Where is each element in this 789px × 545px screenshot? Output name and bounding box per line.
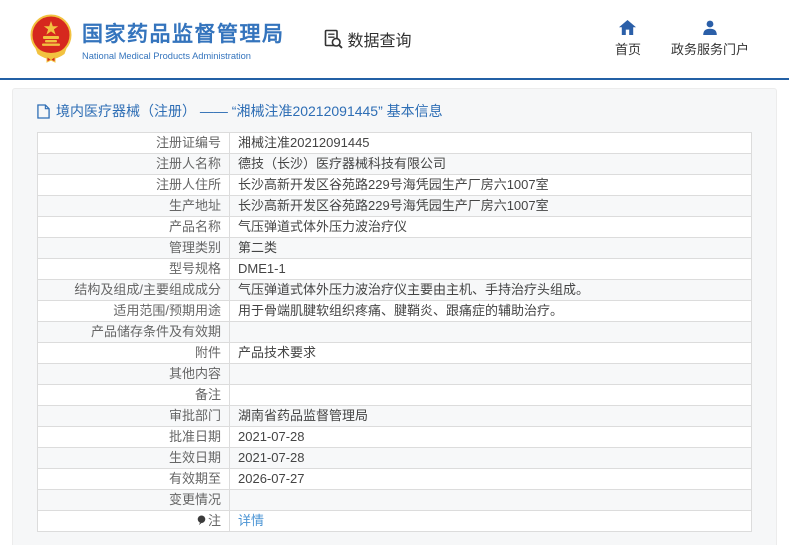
breadcrumb: 境内医疗器械（注册） —— “湘械注准20212091445” 基本信息 <box>37 97 752 132</box>
row-value: 2026-07-27 <box>229 468 752 490</box>
row-label: 其他内容 <box>37 363 230 385</box>
table-row: 生效日期 2021-07-28 <box>37 447 752 469</box>
row-label: 产品名称 <box>37 216 230 238</box>
table-row: 附件 产品技术要求 <box>37 342 752 364</box>
row-value: 2021-07-28 <box>229 426 752 448</box>
table-row: 其他内容 <box>37 363 752 385</box>
nav-home-label: 首页 <box>614 42 641 57</box>
note-balloon-icon <box>197 515 206 526</box>
row-value: 湖南省药品监督管理局 <box>229 405 752 427</box>
detail-link[interactable]: 详情 <box>238 513 265 528</box>
table-row: 生产地址 长沙高新开发区谷苑路229号海凭园生产厂房六1007室 <box>37 195 752 217</box>
info-table-body: 注册证编号 湘械注准20212091445 注册人名称 德技（长沙）医疗器械科技有限公… <box>37 132 752 532</box>
row-value <box>229 489 752 511</box>
site-header: 国家药品监督管理局 National Medical Products Admi… <box>0 0 789 78</box>
row-value: 2021-07-28 <box>229 447 752 469</box>
row-value: 详情 <box>229 510 752 532</box>
row-value: 用于骨端肌腱软组织疼痛、腱鞘炎、跟痛症的辅助治疗。 <box>229 300 752 322</box>
row-value: 第二类 <box>229 237 752 259</box>
row-label: 生效日期 <box>37 447 230 469</box>
table-row: 型号规格 DME1-1 <box>37 258 752 280</box>
table-row: 结构及组成/主要组成成分 气压弹道式体外压力波治疗仪主要由主机、手持治疗头组成。 <box>37 279 752 301</box>
table-row: 备注 <box>37 384 752 406</box>
document-icon <box>37 103 50 119</box>
nav-portal-label: 政务服务门户 <box>670 42 749 57</box>
header-nav: 首页 政务服务门户 <box>615 20 749 58</box>
row-label: 注册人名称 <box>37 153 230 175</box>
site-subtitle: National Medical Products Administration <box>82 50 251 61</box>
nav-data-query[interactable]: 数据查询 <box>323 27 412 51</box>
row-value <box>229 321 752 343</box>
nav-home[interactable]: 首页 <box>615 20 641 58</box>
table-row: 注详情 <box>37 510 752 532</box>
row-label: 备注 <box>37 384 230 406</box>
row-label: 型号规格 <box>37 258 230 280</box>
home-icon <box>619 20 637 35</box>
row-label: 注册证编号 <box>37 132 230 154</box>
info-table: 注册证编号 湘械注准20212091445 注册人名称 德技（长沙）医疗器械科技有限公… <box>37 132 752 532</box>
row-value <box>229 363 752 385</box>
data-query-label: 数据查询 <box>347 33 412 50</box>
row-label: 批准日期 <box>37 426 230 448</box>
nmpa-logo[interactable]: 国家药品监督管理局 National Medical Products Admi… <box>30 14 285 64</box>
row-value: 产品技术要求 <box>229 342 752 364</box>
table-row: 注册人名称 德技（长沙）医疗器械科技有限公司 <box>37 153 752 175</box>
table-row: 适用范围/预期用途 用于骨端肌腱软组织疼痛、腱鞘炎、跟痛症的辅助治疗。 <box>37 300 752 322</box>
table-row: 管理类别 第二类 <box>37 237 752 259</box>
row-label: 管理类别 <box>37 237 230 259</box>
row-label: 注 <box>37 510 230 532</box>
row-label: 生产地址 <box>37 195 230 217</box>
row-label: 变更情况 <box>37 489 230 511</box>
table-row: 批准日期 2021-07-28 <box>37 426 752 448</box>
row-value: 德技（长沙）医疗器械科技有限公司 <box>229 153 752 175</box>
table-row: 产品名称 气压弹道式体外压力波治疗仪 <box>37 216 752 238</box>
site-title: 国家药品监督管理局 <box>82 22 285 46</box>
data-query-icon <box>324 29 343 49</box>
table-row: 变更情况 <box>37 489 752 511</box>
row-value: 湘械注准20212091445 <box>229 132 752 154</box>
nav-portal[interactable]: 政务服务门户 <box>671 20 749 58</box>
row-label: 附件 <box>37 342 230 364</box>
row-label: 结构及组成/主要组成成分 <box>37 279 230 301</box>
table-row: 注册人住所 长沙高新开发区谷苑路229号海凭园生产厂房六1007室 <box>37 174 752 196</box>
header-divider <box>0 78 789 80</box>
row-label: 适用范围/预期用途 <box>37 300 230 322</box>
row-label: 注册人住所 <box>37 174 230 196</box>
row-value: 气压弹道式体外压力波治疗仪 <box>229 216 752 238</box>
table-row: 审批部门 湖南省药品监督管理局 <box>37 405 752 427</box>
table-row: 产品储存条件及有效期 <box>37 321 752 343</box>
breadcrumb-text: 境内医疗器械（注册） —— “湘械注准20212091445” 基本信息 <box>56 103 443 119</box>
row-value: 长沙高新开发区谷苑路229号海凭园生产厂房六1007室 <box>229 195 752 217</box>
row-label: 审批部门 <box>37 405 230 427</box>
row-value: DME1-1 <box>229 258 752 280</box>
table-row: 注册证编号 湘械注准20212091445 <box>37 132 752 154</box>
national-emblem-icon <box>30 14 72 63</box>
row-value: 气压弹道式体外压力波治疗仪主要由主机、手持治疗头组成。 <box>229 279 752 301</box>
row-label: 产品储存条件及有效期 <box>37 321 230 343</box>
content-panel: 境内医疗器械（注册） —— “湘械注准20212091445” 基本信息 注册证… <box>12 88 777 545</box>
table-row: 有效期至 2026-07-27 <box>37 468 752 490</box>
logo-titles: 国家药品监督管理局 National Medical Products Admi… <box>82 18 285 61</box>
user-icon <box>703 20 717 35</box>
row-label: 有效期至 <box>37 468 230 490</box>
row-value <box>229 384 752 406</box>
row-value: 长沙高新开发区谷苑路229号海凭园生产厂房六1007室 <box>229 174 752 196</box>
